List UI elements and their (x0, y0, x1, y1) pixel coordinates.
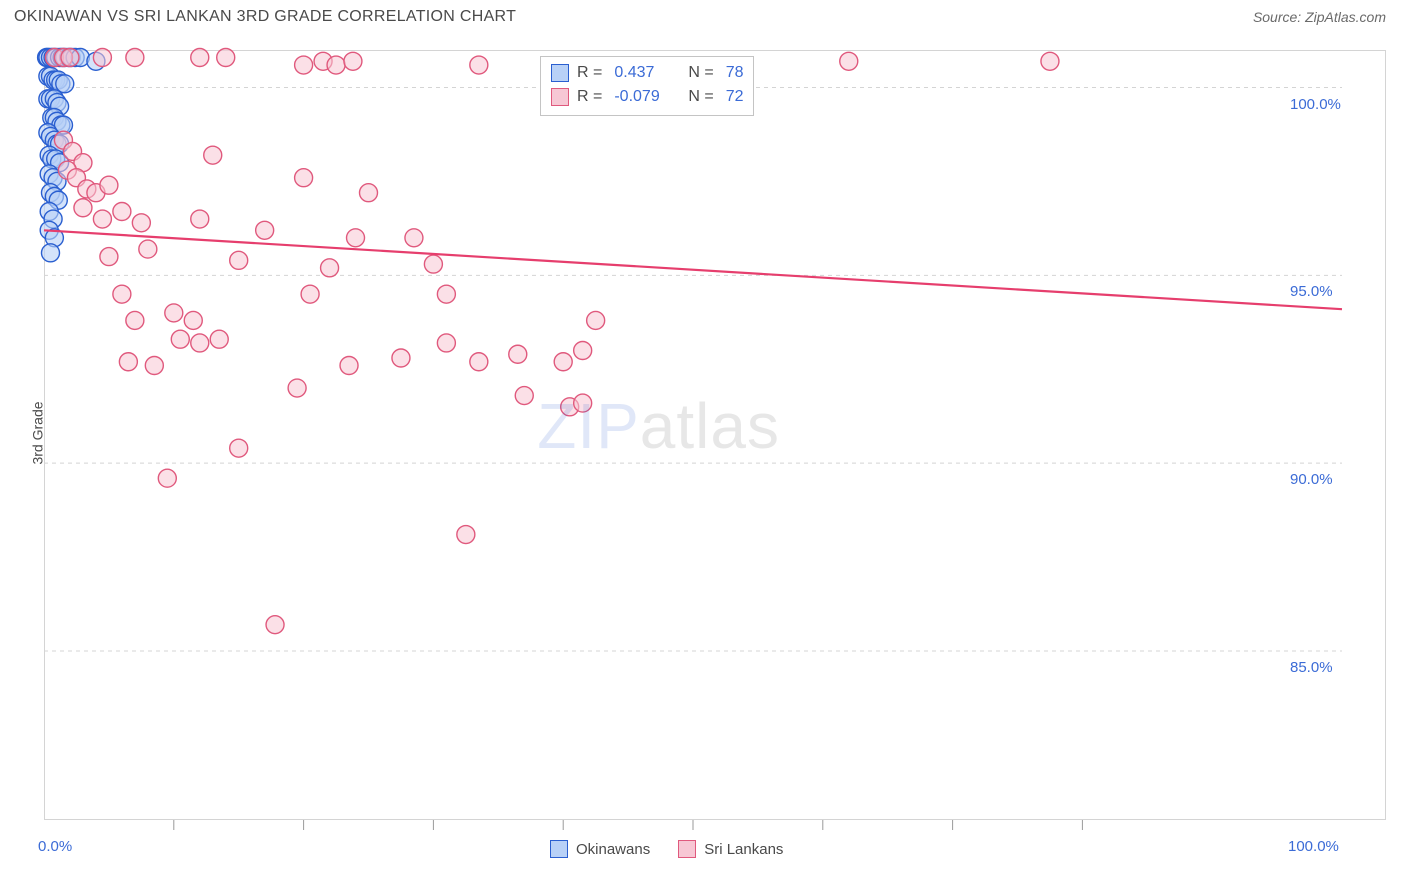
n-value-srilankans: 72 (726, 85, 744, 109)
data-point-srilankans (132, 214, 150, 232)
data-point-srilankans (217, 49, 235, 67)
data-point-srilankans (321, 259, 339, 277)
data-point-srilankans (113, 203, 131, 221)
data-point-srilankans (587, 311, 605, 329)
data-point-srilankans (100, 176, 118, 194)
data-point-srilankans (509, 345, 527, 363)
data-point-srilankans (340, 357, 358, 375)
data-point-srilankans (126, 311, 144, 329)
y-tick-label: 100.0% (1290, 96, 1341, 113)
data-point-srilankans (392, 349, 410, 367)
data-point-srilankans (230, 251, 248, 269)
data-point-srilankans (470, 353, 488, 371)
data-point-srilankans (405, 229, 423, 247)
data-point-srilankans (574, 394, 592, 412)
data-point-srilankans (424, 255, 442, 273)
data-point-srilankans (360, 184, 378, 202)
data-point-srilankans (347, 229, 365, 247)
data-point-srilankans (266, 616, 284, 634)
data-point-srilankans (74, 199, 92, 217)
data-point-srilankans (554, 353, 572, 371)
x-axis-max-label: 100.0% (1288, 838, 1339, 855)
legend-label-okinawans: Okinawans (576, 841, 650, 858)
data-point-srilankans (344, 52, 362, 70)
data-point-srilankans (288, 379, 306, 397)
data-point-srilankans (295, 169, 313, 187)
y-tick-label: 85.0% (1290, 659, 1333, 676)
data-point-srilankans (145, 357, 163, 375)
data-point-srilankans (119, 353, 137, 371)
x-axis-min-label: 0.0% (38, 838, 72, 855)
data-point-srilankans (327, 56, 345, 74)
data-point-srilankans (210, 330, 228, 348)
data-point-srilankans (574, 341, 592, 359)
r-value-okinawans: 0.437 (614, 61, 670, 85)
y-tick-label: 95.0% (1290, 283, 1333, 300)
data-point-srilankans (1041, 52, 1059, 70)
data-point-srilankans (93, 210, 111, 228)
data-point-srilankans (61, 49, 79, 67)
data-point-srilankans (158, 469, 176, 487)
stats-row-srilankans: R =-0.079 N =72 (551, 85, 743, 109)
data-point-srilankans (301, 285, 319, 303)
data-point-srilankans (295, 56, 313, 74)
data-point-srilankans (204, 146, 222, 164)
legend-swatch-okinawans (550, 840, 568, 858)
data-point-okinawans (41, 244, 59, 262)
data-point-srilankans (840, 52, 858, 70)
data-point-srilankans (191, 49, 209, 67)
data-point-srilankans (191, 334, 209, 352)
data-point-srilankans (470, 56, 488, 74)
data-point-srilankans (437, 334, 455, 352)
swatch-okinawans (551, 64, 569, 82)
data-point-srilankans (139, 240, 157, 258)
legend-label-srilankans: Sri Lankans (704, 841, 783, 858)
y-tick-label: 90.0% (1290, 471, 1333, 488)
legend-item-srilankans: Sri Lankans (678, 840, 783, 858)
r-value-srilankans: -0.079 (614, 85, 670, 109)
swatch-srilankans (551, 88, 569, 106)
stats-row-okinawans: R =0.437 N =78 (551, 61, 743, 85)
n-value-okinawans: 78 (726, 61, 744, 85)
legend-item-okinawans: Okinawans (550, 840, 650, 858)
data-point-srilankans (113, 285, 131, 303)
series-legend: Okinawans Sri Lankans (550, 840, 783, 858)
correlation-stats-box: R =0.437 N =78R =-0.079 N =72 (540, 56, 754, 116)
data-point-srilankans (93, 49, 111, 67)
data-point-srilankans (184, 311, 202, 329)
scatter-plot (0, 0, 1406, 892)
data-point-srilankans (171, 330, 189, 348)
data-point-srilankans (126, 49, 144, 67)
data-point-srilankans (165, 304, 183, 322)
data-point-srilankans (515, 387, 533, 405)
data-point-srilankans (191, 210, 209, 228)
data-point-srilankans (100, 248, 118, 266)
data-point-srilankans (437, 285, 455, 303)
data-point-srilankans (230, 439, 248, 457)
data-point-srilankans (256, 221, 274, 239)
legend-swatch-srilankans (678, 840, 696, 858)
data-point-srilankans (457, 526, 475, 544)
